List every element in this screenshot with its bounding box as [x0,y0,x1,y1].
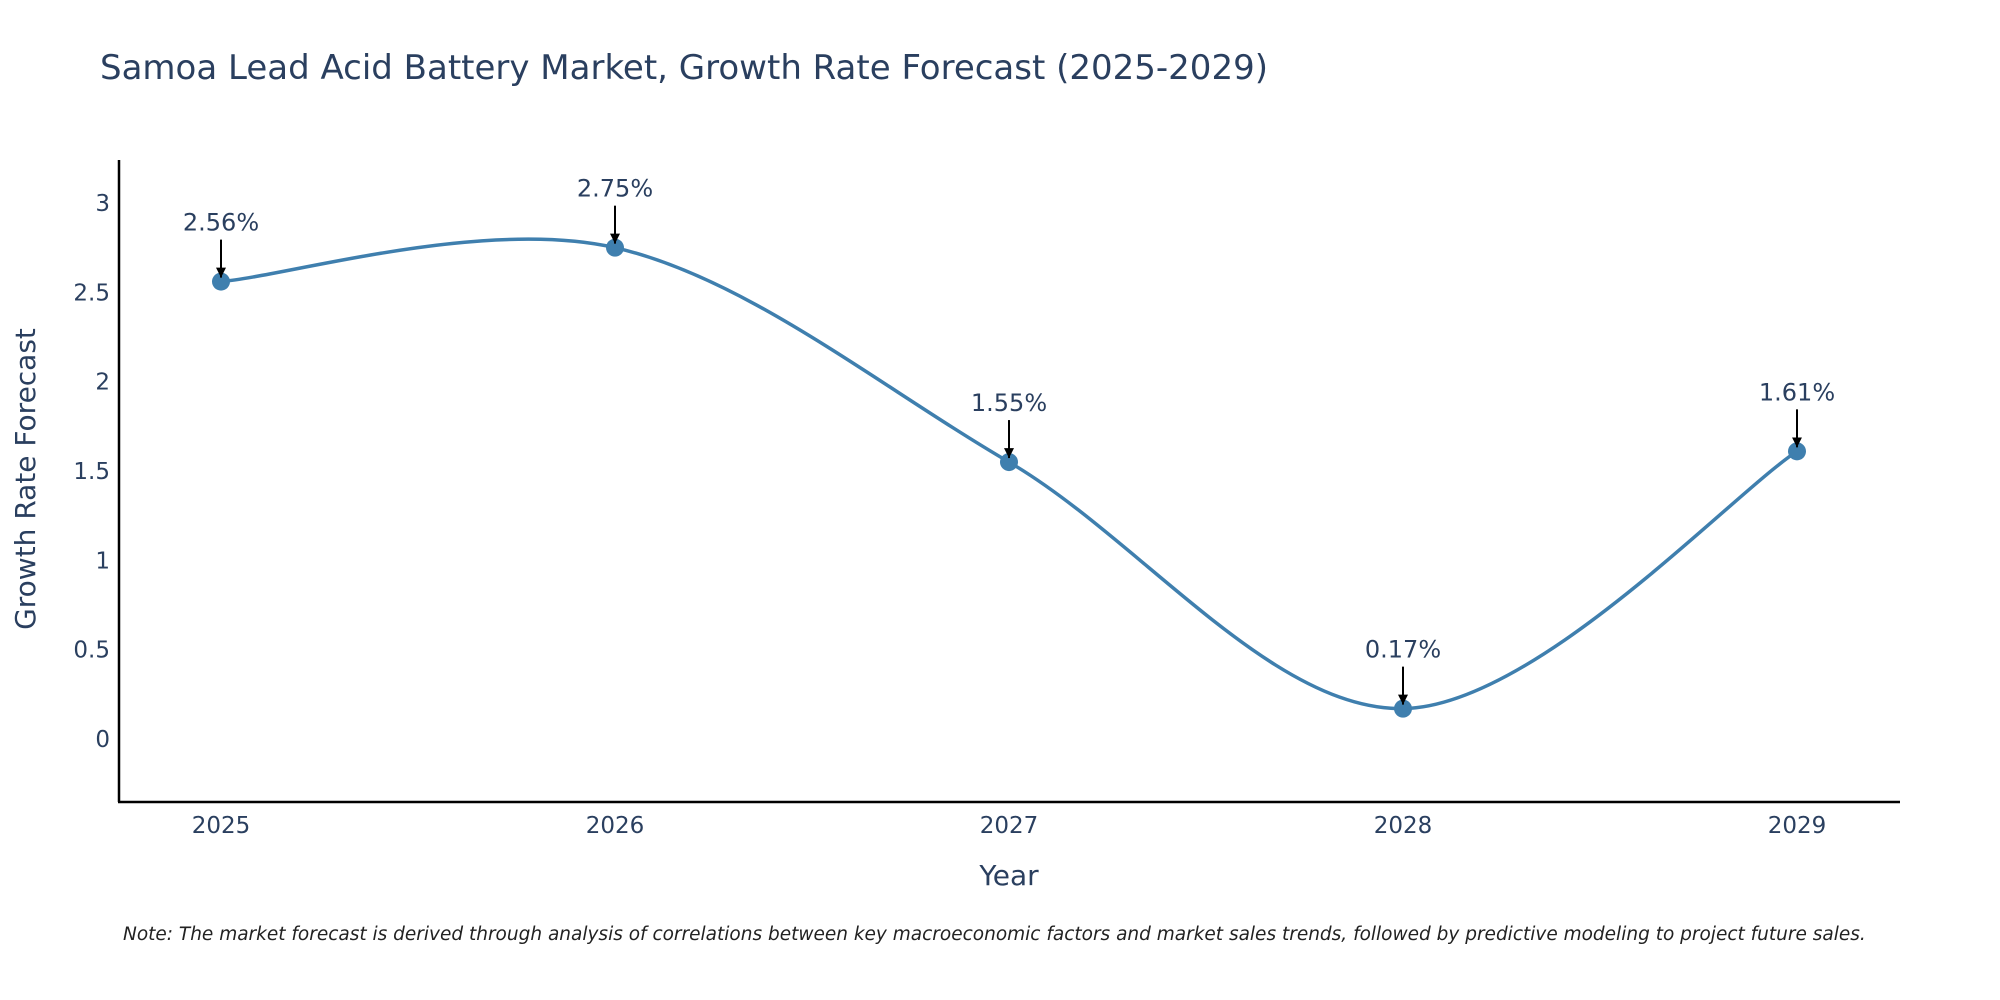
x-tick-label: 2028 [1374,813,1433,839]
y-tick-label: 1.5 [73,459,110,485]
y-axis-ticks: 0 0.5 1 1.5 2 2.5 3 [73,191,110,753]
x-tick-label: 2026 [586,813,645,839]
data-points [212,238,1806,718]
x-axis-title: Year [978,859,1039,892]
data-label: 0.17% [1365,636,1441,664]
footnote: Note: The market forecast is derived thr… [123,924,1866,945]
data-label: 1.61% [1759,378,1835,406]
data-labels: 2.56% 2.75% 1.55% 0.17% 1.61% [183,175,1835,705]
x-axis-ticks: 2025 2026 2027 2028 2029 [192,813,1827,839]
chart-title: Samoa Lead Acid Battery Market, Growth R… [100,48,1268,88]
x-tick-label: 2025 [192,813,251,839]
y-tick-label: 3 [95,191,110,217]
y-tick-label: 2 [95,370,110,396]
y-tick-label: 2.5 [73,280,110,306]
data-label: 2.56% [183,209,259,237]
y-tick-label: 0.5 [73,638,110,664]
data-label: 1.55% [971,389,1047,417]
x-tick-label: 2029 [1768,813,1827,839]
x-tick-label: 2027 [980,813,1039,839]
y-tick-label: 1 [95,548,110,574]
data-label: 2.75% [577,175,653,203]
y-tick-label: 0 [95,727,110,753]
series-line [220,237,1798,711]
y-axis-title: Growth Rate Forecast [9,328,42,630]
